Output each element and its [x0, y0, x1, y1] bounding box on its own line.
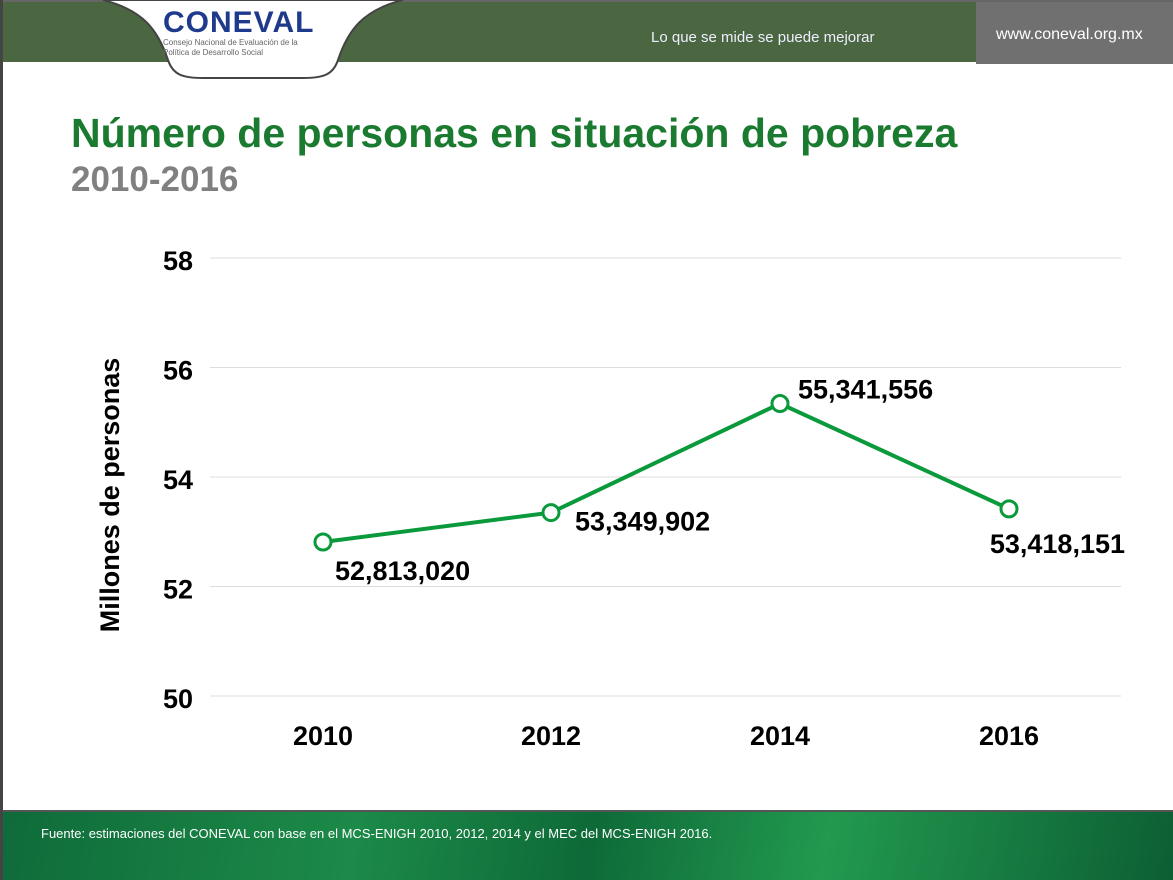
data-label: 52,813,020 [335, 556, 470, 586]
y-tick-label: 58 [163, 246, 193, 276]
y-tick-label: 52 [163, 575, 193, 605]
logo-tab-shape [103, 0, 403, 79]
data-point [541, 503, 561, 523]
data-point [770, 394, 790, 414]
data-point [313, 532, 333, 552]
y-axis-label: Millones de personas [95, 358, 125, 633]
line-chart: 50 52 54 56 58 2010 2012 2014 2016 52,813,020 53,3… [95, 246, 1125, 751]
header-url-panel [976, 2, 1173, 64]
source-note: Fuente: estimaciones del CONEVAL con bas… [41, 826, 713, 841]
coneval-logo: CONEVAL Consejo Nacional de Evaluación d… [163, 6, 315, 58]
series-line [322, 401, 1010, 544]
x-tick-label: 2012 [521, 721, 581, 751]
data-label: 55,341,556 [798, 375, 933, 405]
data-point [999, 499, 1019, 519]
footer: Fuente: estimaciones del CONEVAL con bas… [3, 810, 1173, 880]
y-tick-label: 54 [163, 465, 193, 495]
x-tick-label: 2016 [979, 721, 1039, 751]
y-tick-label: 56 [163, 356, 193, 386]
x-tick-label: 2010 [293, 721, 353, 751]
page-title: Número de personas en situación de pobre… [71, 110, 958, 156]
y-tick-label: 50 [163, 684, 193, 714]
slogan: Lo que se mide se puede mejorar [651, 29, 875, 46]
data-label: 53,349,902 [575, 507, 710, 537]
x-tick-label: 2014 [750, 721, 810, 751]
data-label: 53,418,151 [990, 529, 1125, 559]
website-link[interactable]: www.coneval.org.mx [996, 26, 1143, 43]
page-subtitle: 2010-2016 [71, 160, 239, 199]
